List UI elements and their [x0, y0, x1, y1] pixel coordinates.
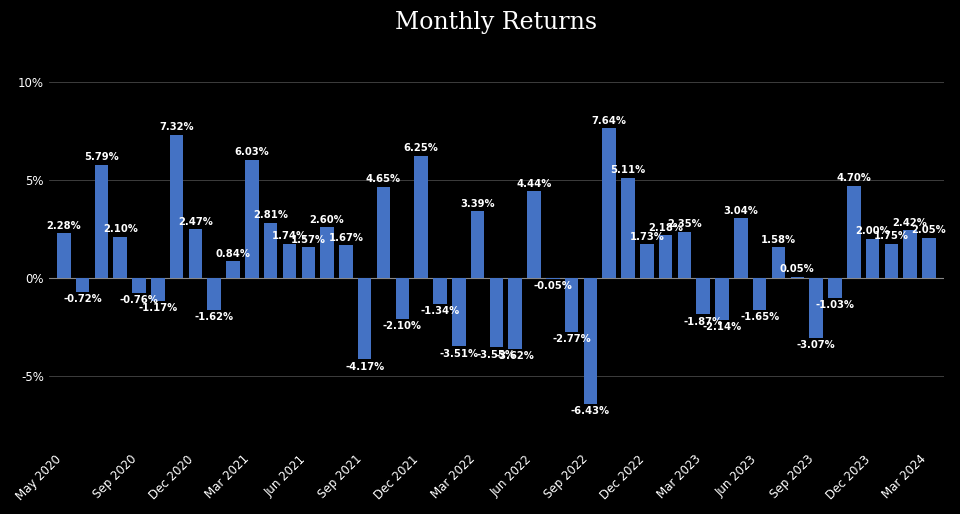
Bar [76, 278, 89, 292]
Text: 2.47%: 2.47% [178, 217, 213, 227]
Bar [847, 186, 860, 278]
Text: 1.67%: 1.67% [328, 233, 364, 243]
Text: 4.65%: 4.65% [366, 174, 401, 185]
Text: 7.64%: 7.64% [591, 116, 627, 126]
Bar [866, 238, 879, 278]
Text: 3.39%: 3.39% [460, 199, 494, 209]
Text: -2.77%: -2.77% [552, 334, 591, 344]
Text: 1.75%: 1.75% [874, 231, 909, 241]
Text: 2.28%: 2.28% [46, 221, 82, 231]
Text: -1.03%: -1.03% [815, 300, 854, 310]
Bar [903, 230, 917, 278]
Text: 5.11%: 5.11% [611, 166, 646, 175]
Text: -1.34%: -1.34% [420, 306, 460, 317]
Bar [527, 191, 540, 278]
Bar [452, 278, 466, 346]
Text: 1.58%: 1.58% [761, 234, 796, 245]
Bar [207, 278, 221, 309]
Bar [95, 164, 108, 278]
Text: 5.79%: 5.79% [84, 152, 119, 162]
Text: -4.17%: -4.17% [345, 362, 384, 372]
Bar [264, 223, 277, 278]
Text: 6.25%: 6.25% [404, 143, 439, 153]
Text: 4.70%: 4.70% [836, 174, 871, 183]
Text: 2.81%: 2.81% [253, 210, 288, 221]
Text: 2.10%: 2.10% [103, 225, 137, 234]
Text: -1.17%: -1.17% [138, 303, 178, 313]
Text: 6.03%: 6.03% [234, 148, 269, 157]
Text: 2.42%: 2.42% [893, 218, 927, 228]
Bar [659, 235, 672, 278]
Text: -1.87%: -1.87% [684, 317, 723, 327]
Text: 2.60%: 2.60% [310, 214, 345, 225]
Text: 2.18%: 2.18% [648, 223, 684, 233]
Bar [809, 278, 823, 338]
Bar [132, 278, 146, 292]
Text: 3.04%: 3.04% [724, 206, 758, 216]
Text: 0.84%: 0.84% [216, 249, 251, 259]
Bar [415, 156, 428, 278]
Text: -3.07%: -3.07% [797, 340, 835, 350]
Text: -2.14%: -2.14% [703, 322, 742, 332]
Text: 2.05%: 2.05% [912, 225, 947, 235]
Text: -3.55%: -3.55% [477, 350, 516, 360]
Bar [282, 244, 297, 278]
Text: 2.00%: 2.00% [855, 226, 890, 236]
Title: Monthly Returns: Monthly Returns [396, 11, 597, 34]
Bar [584, 278, 597, 403]
Bar [189, 229, 203, 278]
Bar [245, 160, 258, 278]
Text: 1.57%: 1.57% [291, 235, 325, 245]
Bar [490, 278, 503, 347]
Text: 1.73%: 1.73% [630, 232, 664, 242]
Bar [678, 232, 691, 278]
Bar [339, 245, 352, 278]
Text: 1.74%: 1.74% [272, 231, 307, 242]
Text: -0.76%: -0.76% [120, 295, 158, 305]
Text: -2.10%: -2.10% [383, 321, 421, 331]
Text: -0.72%: -0.72% [63, 294, 102, 304]
Text: 0.05%: 0.05% [780, 265, 815, 274]
Bar [564, 278, 578, 332]
Bar [321, 227, 334, 278]
Bar [621, 178, 635, 278]
Bar [546, 278, 560, 279]
Bar [753, 278, 766, 310]
Text: 7.32%: 7.32% [159, 122, 194, 132]
Bar [113, 237, 127, 278]
Text: -0.05%: -0.05% [534, 281, 572, 291]
Bar [828, 278, 842, 298]
Bar [151, 278, 164, 301]
Bar [301, 247, 315, 278]
Bar [509, 278, 522, 348]
Text: -3.62%: -3.62% [495, 351, 535, 361]
Bar [923, 237, 936, 278]
Bar [884, 244, 899, 278]
Text: 4.44%: 4.44% [516, 178, 552, 189]
Text: -1.65%: -1.65% [740, 313, 780, 322]
Bar [603, 128, 616, 278]
Bar [358, 278, 372, 359]
Bar [734, 218, 748, 278]
Bar [790, 277, 804, 278]
Bar [57, 233, 70, 278]
Bar [640, 244, 654, 278]
Text: -1.62%: -1.62% [195, 312, 234, 322]
Text: -3.51%: -3.51% [439, 349, 478, 359]
Text: 2.35%: 2.35% [667, 219, 702, 229]
Bar [170, 135, 183, 278]
Bar [715, 278, 729, 320]
Bar [376, 187, 391, 278]
Bar [227, 261, 240, 278]
Bar [433, 278, 446, 304]
Bar [697, 278, 710, 315]
Text: -6.43%: -6.43% [571, 406, 610, 416]
Bar [470, 211, 485, 278]
Bar [396, 278, 409, 319]
Bar [772, 247, 785, 278]
